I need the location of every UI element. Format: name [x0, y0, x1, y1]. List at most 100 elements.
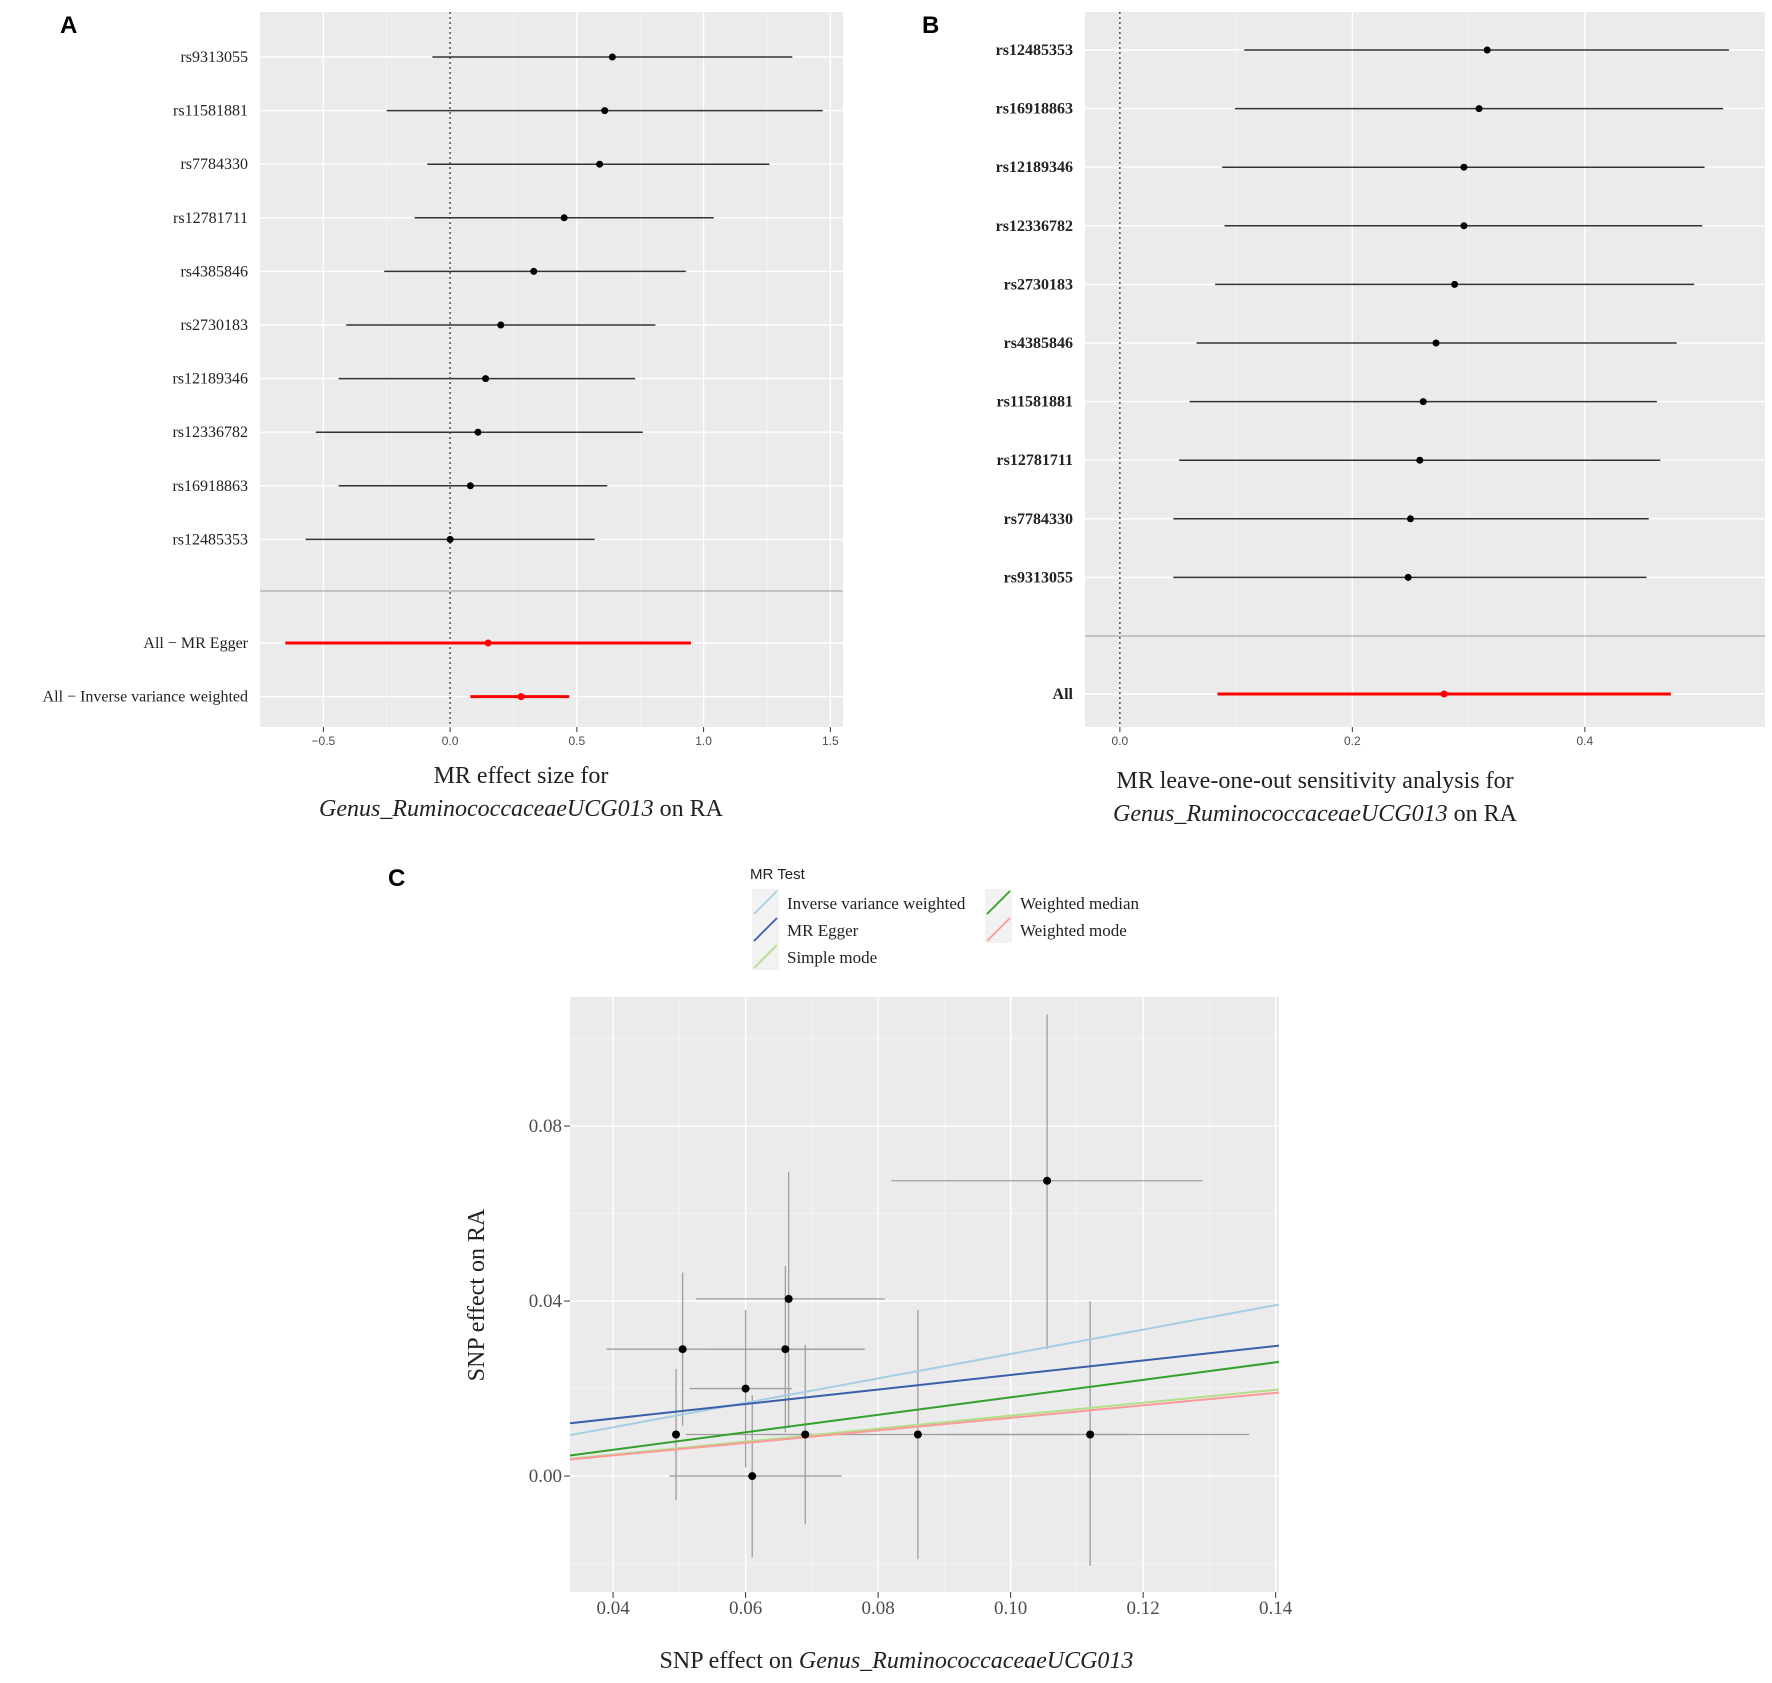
legend-item: Inverse variance weighted [752, 889, 966, 916]
point-estimate-rs7784330 [1406, 515, 1414, 523]
legend-title: MR Test [750, 866, 806, 883]
panel-label-c: C [388, 865, 405, 892]
point-estimate-rs11581881 [601, 107, 609, 115]
y-axis-title: SNP effect on RA [464, 1208, 490, 1381]
snp-point [913, 1430, 922, 1439]
y-tick-label: 0.04 [529, 1291, 563, 1312]
snp-label-rs12781711: rs12781711 [173, 210, 248, 227]
legend-key-line [753, 917, 778, 942]
point-estimate-rs2730183 [1451, 280, 1459, 288]
snp-label-rs12485353: rs12485353 [996, 42, 1073, 59]
snp-label-rs2730183: rs2730183 [1004, 276, 1073, 293]
summary-label: All − MR Egger [143, 635, 248, 652]
legend-key-line [753, 890, 778, 915]
panel-label-b: B [922, 12, 939, 39]
snp-point [1043, 1176, 1052, 1185]
x-tick-label: 0.04 [596, 1598, 630, 1619]
summary-point-estimate [484, 639, 492, 647]
legend-label: Inverse variance weighted [787, 894, 966, 913]
x-tick-label: 0.08 [861, 1598, 894, 1619]
point-estimate-rs12485353 [1483, 46, 1491, 54]
snp-label-rs9313055: rs9313055 [1004, 569, 1073, 586]
point-estimate-rs12781711 [1416, 456, 1424, 464]
snp-label-rs16918863: rs16918863 [996, 101, 1073, 118]
snp-label-rs4385846: rs4385846 [1004, 335, 1073, 352]
point-estimate-rs11581881 [1419, 398, 1427, 406]
summary-point-estimate [517, 693, 525, 701]
regression-line-simple-mode [569, 1388, 1280, 1460]
x-axis-title-part: SNP effect on [660, 1648, 799, 1674]
legend-item: MR Egger [752, 916, 859, 943]
legend-label: Simple mode [787, 948, 877, 967]
snp-label-rs11581881: rs11581881 [173, 103, 248, 120]
x-tick-label: 0.06 [729, 1598, 762, 1619]
snp-label-rs2730183: rs2730183 [180, 317, 248, 334]
x-tick-label: 0.5 [569, 734, 586, 748]
y-tick-label: 0.00 [529, 1466, 562, 1487]
point-estimate-rs9313055 [608, 53, 616, 61]
snp-label-rs12336782: rs12336782 [996, 218, 1073, 235]
x-tick-label: 1.5 [822, 734, 839, 748]
point-estimate-rs12485353 [446, 535, 454, 543]
axis-title-line: MR leave-one-out sensitivity analysis fo… [1116, 768, 1513, 794]
summary-label: All − Inverse variance weighted [43, 689, 248, 706]
x-tick-label: 0.4 [1576, 734, 1593, 748]
x-tick-label: 0.0 [442, 734, 459, 748]
legend-item: Weighted mode [985, 916, 1127, 943]
legend-item: Weighted median [985, 889, 1140, 916]
legend-key-line [986, 917, 1011, 942]
axis-title-part: MR effect size for [434, 763, 609, 789]
point-estimate-rs4385846 [1432, 339, 1440, 347]
axis-title-part: MR leave-one-out sensitivity analysis fo… [1116, 768, 1513, 794]
x-tick-label: 0.14 [1259, 1598, 1293, 1619]
snp-label-rs12189346: rs12189346 [172, 371, 248, 388]
legend-item: Simple mode [752, 943, 877, 970]
snp-label-rs12781711: rs12781711 [997, 452, 1073, 469]
axis-title-part: on RA [654, 796, 724, 822]
legend-label: Weighted mode [1020, 921, 1127, 940]
snp-point [801, 1430, 810, 1439]
snp-point [672, 1430, 681, 1439]
snp-label-rs12336782: rs12336782 [172, 424, 248, 441]
axis-title-line: Genus_RuminococcaceaeUCG013 on RA [1113, 801, 1518, 827]
snp-point [741, 1384, 750, 1393]
snp-label-rs9313055: rs9313055 [180, 49, 248, 66]
point-estimate-rs7784330 [596, 160, 604, 168]
panel-a-forest-plot: rs9313055 rs11581881 rs7784330 rs12781711 rs… [43, 12, 843, 822]
point-estimate-rs4385846 [530, 267, 538, 275]
plot-background [260, 12, 843, 727]
point-estimate-rs12336782 [474, 428, 482, 436]
x-tick-label: 0.2 [1344, 734, 1361, 748]
panel-label-a: A [60, 12, 77, 39]
point-estimate-rs2730183 [497, 321, 505, 329]
y-tick-label: 0.08 [529, 1116, 562, 1137]
snp-point [781, 1345, 790, 1354]
axis-title-part: Genus_RuminococcaceaeUCG013 [319, 796, 654, 822]
snp-label-rs7784330: rs7784330 [180, 156, 248, 173]
point-estimate-rs16918863 [1475, 105, 1483, 113]
summary-label: All [1053, 686, 1074, 703]
plot-background [1085, 12, 1765, 727]
snp-point [748, 1472, 757, 1481]
snp-point [678, 1345, 687, 1354]
snp-label-rs12485353: rs12485353 [172, 531, 248, 548]
point-estimate-rs16918863 [466, 482, 474, 490]
point-estimate-rs12189346 [482, 375, 490, 383]
panel-c-scatter-plot: 0.04 0.06 0.08 0.10 0.12 0.14 0.00 0.04 0.08 SNP … [464, 866, 1293, 1674]
snp-label-rs16918863: rs16918863 [172, 478, 248, 495]
snp-label-rs11581881: rs11581881 [997, 394, 1073, 411]
snp-label-rs4385846: rs4385846 [180, 263, 248, 280]
regression-line-mr-egger [569, 1344, 1280, 1425]
x-tick-label: 0.12 [1127, 1598, 1160, 1619]
regression-line-inverse-variance-weighted [569, 1303, 1280, 1437]
panel-b-leave-one-out-plot: rs12485353 rs16918863 rs12189346 rs12336782… [996, 12, 1765, 827]
plot-background [570, 997, 1279, 1592]
axis-title-part: on RA [1448, 801, 1518, 827]
axis-title-part: Genus_RuminococcaceaeUCG013 [1113, 801, 1448, 827]
x-axis-title: SNP effect on Genus_RuminococcaceaeUCG01… [660, 1648, 1134, 1674]
legend-key-line [753, 944, 778, 969]
regression-line-weighted-median [569, 1360, 1280, 1457]
snp-point [784, 1294, 793, 1303]
x-tick-label: −0.5 [312, 734, 336, 748]
